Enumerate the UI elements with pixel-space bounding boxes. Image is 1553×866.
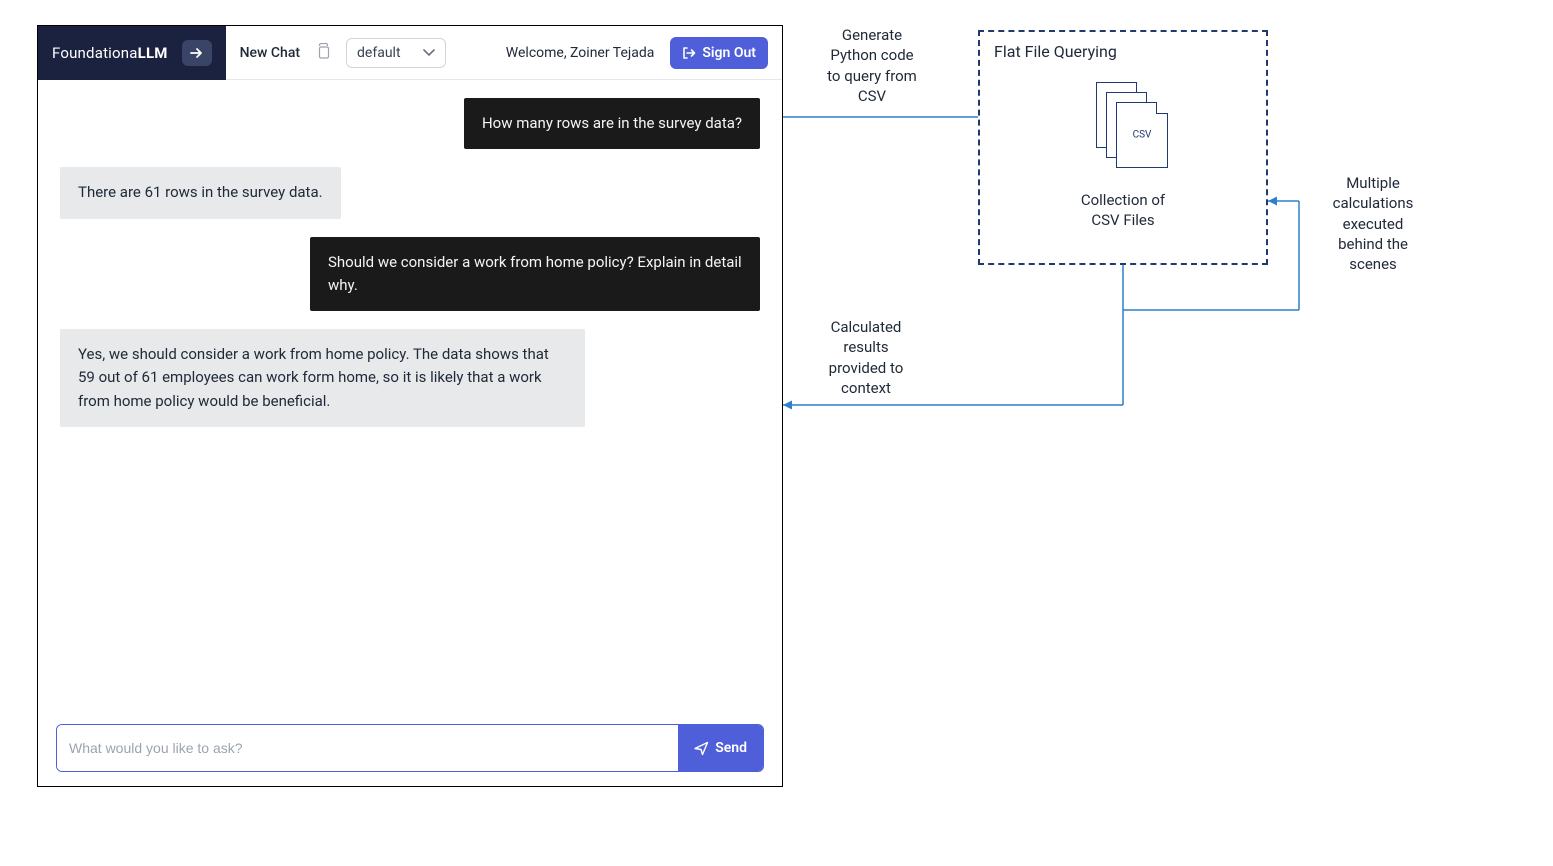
chevron-down-icon	[423, 49, 435, 57]
welcome-text: Welcome, Zoiner Tejada	[506, 45, 655, 61]
model-select-value: default	[357, 45, 401, 61]
new-chat-button[interactable]: New Chat	[240, 45, 300, 61]
send-button[interactable]: Send	[678, 725, 763, 771]
topbar: FoundationaLLM New Chat default	[38, 26, 782, 80]
input-row: Send	[56, 724, 764, 772]
arrow-right-icon	[190, 47, 204, 59]
chat-window: FoundationaLLM New Chat default	[37, 25, 783, 787]
label-multiple: Multiple calculations executed behind th…	[1313, 173, 1433, 274]
csv-doc-icon: CSV	[1116, 102, 1168, 168]
message-bot: Yes, we should consider a work from home…	[60, 329, 585, 427]
model-select[interactable]: default	[346, 38, 446, 68]
message-user: How many rows are in the survey data?	[464, 98, 760, 149]
flat-file-box: Flat File Querying CSV Collection of CSV…	[978, 30, 1268, 265]
send-icon	[694, 741, 709, 756]
brand-text: FoundationaLLM	[52, 44, 168, 62]
topbar-right: New Chat default Welcome, Zoiner Tejada	[226, 37, 782, 69]
sign-out-icon	[682, 46, 696, 60]
diagram: Flat File Querying CSV Collection of CSV…	[783, 25, 1503, 445]
copy-icon[interactable]	[316, 43, 330, 63]
flat-file-title: Flat File Querying	[994, 42, 1117, 61]
brand-bold: LLM	[138, 44, 168, 62]
brand: FoundationaLLM	[38, 26, 226, 80]
label-results: Calculated results provided to context	[801, 317, 931, 398]
send-label: Send	[715, 740, 747, 756]
sidebar-toggle-button[interactable]	[182, 40, 212, 66]
sign-out-label: Sign Out	[702, 45, 756, 61]
chat-input[interactable]	[57, 725, 678, 771]
csv-stack: CSV	[1096, 82, 1166, 162]
message-user: Should we consider a work from home poli…	[310, 237, 760, 312]
csv-caption: Collection of CSV Files	[980, 190, 1266, 231]
sign-out-button[interactable]: Sign Out	[670, 37, 768, 69]
brand-prefix: Foundationa	[52, 44, 138, 62]
message-bot: There are 61 rows in the survey data.	[60, 167, 341, 218]
chat-body: How many rows are in the survey data? Th…	[38, 80, 782, 724]
label-generate: Generate Python code to query from CSV	[807, 25, 937, 106]
csv-doc-label: CSV	[1133, 130, 1152, 141]
